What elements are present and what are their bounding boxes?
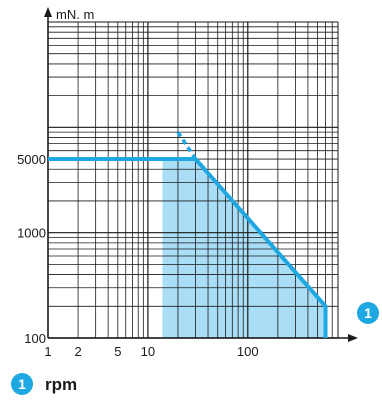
legend: 1 1 rpm [11, 302, 379, 395]
x-axis-arrow [348, 334, 358, 342]
legend-marker-text: 1 [18, 376, 26, 392]
x-tick-label: 2 [74, 344, 81, 359]
y-axis-unit: mN. m [56, 7, 94, 22]
grid [47, 21, 339, 339]
axes [44, 7, 358, 342]
x-tick-label: 100 [237, 344, 259, 359]
legend-label: rpm [45, 375, 77, 394]
series-dashed-extension [176, 131, 198, 160]
x-axis-marker-badge [357, 302, 379, 324]
x-tick-label: 1 [44, 344, 51, 359]
shaded-operating-area [162, 159, 326, 338]
y-tick-label: 5000 [17, 152, 46, 167]
y-tick-label: 100 [24, 331, 46, 346]
tick-labels: 1 2 5 10 100 100 1000 5000 mN. m [17, 7, 259, 359]
operating-area [162, 159, 326, 338]
x-tick-label: 5 [114, 344, 121, 359]
x-axis-marker-text: 1 [364, 305, 372, 321]
legend-marker-badge [11, 373, 33, 395]
x-tick-label: 10 [141, 344, 155, 359]
series [48, 131, 328, 338]
y-axis-arrow [44, 7, 52, 17]
series-torque-limit [48, 157, 328, 338]
y-tick-label: 1000 [17, 226, 46, 241]
